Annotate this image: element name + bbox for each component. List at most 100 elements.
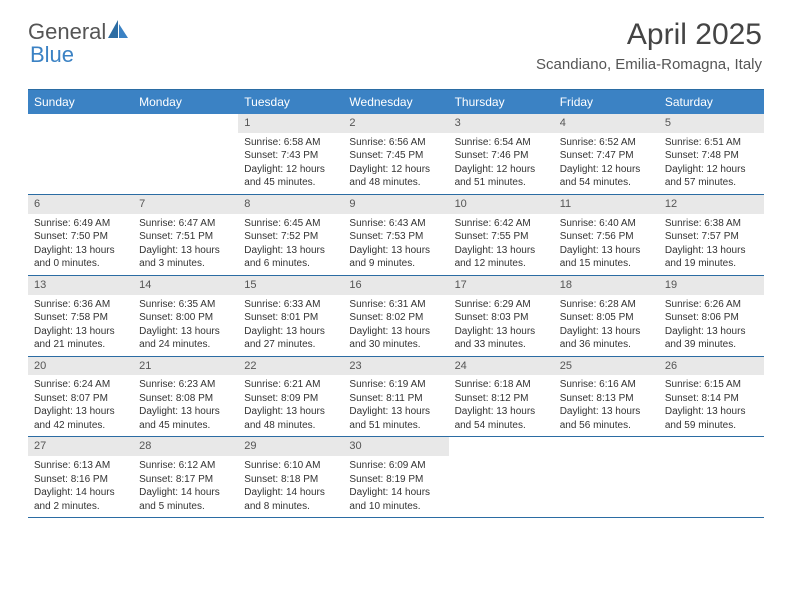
week-row: 27Sunrise: 6:13 AMSunset: 8:16 PMDayligh… [28,436,764,517]
day-cell: 11Sunrise: 6:40 AMSunset: 7:56 PMDayligh… [554,195,659,275]
daylight-line: Daylight: 12 hours and 48 minutes. [349,163,442,190]
day-cell: 12Sunrise: 6:38 AMSunset: 7:57 PMDayligh… [659,195,764,275]
daylight-line: Daylight: 12 hours and 54 minutes. [560,163,653,190]
sunset-line: Sunset: 7:56 PM [560,230,653,244]
sunset-line: Sunset: 8:17 PM [139,473,232,487]
day-content: Sunrise: 6:10 AMSunset: 8:18 PMDaylight:… [238,456,343,517]
day-cell: 28Sunrise: 6:12 AMSunset: 8:17 PMDayligh… [133,437,238,517]
day-number: 19 [659,276,764,295]
day-number: 11 [554,195,659,214]
sunset-line: Sunset: 7:48 PM [665,149,758,163]
day-cell: 14Sunrise: 6:35 AMSunset: 8:00 PMDayligh… [133,276,238,356]
day-content: Sunrise: 6:16 AMSunset: 8:13 PMDaylight:… [554,375,659,436]
sunset-line: Sunset: 7:57 PM [665,230,758,244]
sunrise-line: Sunrise: 6:38 AM [665,217,758,231]
sunset-line: Sunset: 7:53 PM [349,230,442,244]
day-content: Sunrise: 6:52 AMSunset: 7:47 PMDaylight:… [554,133,659,194]
day-number: 25 [554,357,659,376]
location-subtitle: Scandiano, Emilia-Romagna, Italy [536,56,762,73]
day-number: 12 [659,195,764,214]
sunset-line: Sunset: 7:58 PM [34,311,127,325]
day-number: 17 [449,276,554,295]
day-content: Sunrise: 6:15 AMSunset: 8:14 PMDaylight:… [659,375,764,436]
day-cell: 29Sunrise: 6:10 AMSunset: 8:18 PMDayligh… [238,437,343,517]
sunset-line: Sunset: 7:51 PM [139,230,232,244]
logo-text-general: General [28,19,106,45]
day-content: Sunrise: 6:38 AMSunset: 7:57 PMDaylight:… [659,214,764,275]
day-cell: 16Sunrise: 6:31 AMSunset: 8:02 PMDayligh… [343,276,448,356]
sunset-line: Sunset: 8:03 PM [455,311,548,325]
day-cell: 26Sunrise: 6:15 AMSunset: 8:14 PMDayligh… [659,357,764,437]
sunset-line: Sunset: 7:47 PM [560,149,653,163]
day-cell: 24Sunrise: 6:18 AMSunset: 8:12 PMDayligh… [449,357,554,437]
daylight-line: Daylight: 13 hours and 19 minutes. [665,244,758,271]
day-cell: 27Sunrise: 6:13 AMSunset: 8:16 PMDayligh… [28,437,133,517]
sunrise-line: Sunrise: 6:28 AM [560,298,653,312]
sunset-line: Sunset: 8:14 PM [665,392,758,406]
sunrise-line: Sunrise: 6:43 AM [349,217,442,231]
day-number: 14 [133,276,238,295]
sunrise-line: Sunrise: 6:52 AM [560,136,653,150]
day-number: 24 [449,357,554,376]
day-content: Sunrise: 6:54 AMSunset: 7:46 PMDaylight:… [449,133,554,194]
weekday-header-cell: Saturday [659,90,764,114]
calendar: SundayMondayTuesdayWednesdayThursdayFrid… [28,89,764,518]
day-cell: 3Sunrise: 6:54 AMSunset: 7:46 PMDaylight… [449,114,554,194]
day-cell: 5Sunrise: 6:51 AMSunset: 7:48 PMDaylight… [659,114,764,194]
weekday-header-cell: Friday [554,90,659,114]
day-content: Sunrise: 6:26 AMSunset: 8:06 PMDaylight:… [659,295,764,356]
day-cell: 7Sunrise: 6:47 AMSunset: 7:51 PMDaylight… [133,195,238,275]
day-content: Sunrise: 6:40 AMSunset: 7:56 PMDaylight:… [554,214,659,275]
day-number: 3 [449,114,554,133]
sunrise-line: Sunrise: 6:40 AM [560,217,653,231]
sunrise-line: Sunrise: 6:36 AM [34,298,127,312]
day-content: Sunrise: 6:43 AMSunset: 7:53 PMDaylight:… [343,214,448,275]
sunrise-line: Sunrise: 6:13 AM [34,459,127,473]
weekday-header-cell: Tuesday [238,90,343,114]
day-content: Sunrise: 6:56 AMSunset: 7:45 PMDaylight:… [343,133,448,194]
weekday-header-cell: Sunday [28,90,133,114]
day-number: 15 [238,276,343,295]
daylight-line: Daylight: 13 hours and 59 minutes. [665,405,758,432]
day-content: Sunrise: 6:47 AMSunset: 7:51 PMDaylight:… [133,214,238,275]
day-cell: 25Sunrise: 6:16 AMSunset: 8:13 PMDayligh… [554,357,659,437]
day-content: Sunrise: 6:51 AMSunset: 7:48 PMDaylight:… [659,133,764,194]
day-content: Sunrise: 6:49 AMSunset: 7:50 PMDaylight:… [28,214,133,275]
day-cell: 1Sunrise: 6:58 AMSunset: 7:43 PMDaylight… [238,114,343,194]
sunrise-line: Sunrise: 6:12 AM [139,459,232,473]
sunrise-line: Sunrise: 6:16 AM [560,378,653,392]
sunrise-line: Sunrise: 6:56 AM [349,136,442,150]
sunset-line: Sunset: 7:46 PM [455,149,548,163]
sunrise-line: Sunrise: 6:26 AM [665,298,758,312]
day-content: Sunrise: 6:12 AMSunset: 8:17 PMDaylight:… [133,456,238,517]
sunset-line: Sunset: 8:01 PM [244,311,337,325]
sunrise-line: Sunrise: 6:58 AM [244,136,337,150]
sunset-line: Sunset: 7:43 PM [244,149,337,163]
sunset-line: Sunset: 8:19 PM [349,473,442,487]
day-number: 23 [343,357,448,376]
daylight-line: Daylight: 13 hours and 24 minutes. [139,325,232,352]
sunrise-line: Sunrise: 6:24 AM [34,378,127,392]
sunrise-line: Sunrise: 6:29 AM [455,298,548,312]
day-content: Sunrise: 6:28 AMSunset: 8:05 PMDaylight:… [554,295,659,356]
day-number: 13 [28,276,133,295]
daylight-line: Daylight: 13 hours and 6 minutes. [244,244,337,271]
weekday-header-cell: Thursday [449,90,554,114]
day-cell: 30Sunrise: 6:09 AMSunset: 8:19 PMDayligh… [343,437,448,517]
day-cell: 9Sunrise: 6:43 AMSunset: 7:53 PMDaylight… [343,195,448,275]
sunrise-line: Sunrise: 6:31 AM [349,298,442,312]
day-content: Sunrise: 6:42 AMSunset: 7:55 PMDaylight:… [449,214,554,275]
daylight-line: Daylight: 13 hours and 12 minutes. [455,244,548,271]
day-content: Sunrise: 6:35 AMSunset: 8:00 PMDaylight:… [133,295,238,356]
sunrise-line: Sunrise: 6:09 AM [349,459,442,473]
sunrise-line: Sunrise: 6:47 AM [139,217,232,231]
sunset-line: Sunset: 7:52 PM [244,230,337,244]
daylight-line: Daylight: 13 hours and 51 minutes. [349,405,442,432]
weekday-header-row: SundayMondayTuesdayWednesdayThursdayFrid… [28,90,764,114]
sunset-line: Sunset: 8:05 PM [560,311,653,325]
day-content: Sunrise: 6:09 AMSunset: 8:19 PMDaylight:… [343,456,448,517]
day-cell [659,437,764,517]
sunrise-line: Sunrise: 6:51 AM [665,136,758,150]
sunrise-line: Sunrise: 6:33 AM [244,298,337,312]
sunset-line: Sunset: 8:08 PM [139,392,232,406]
